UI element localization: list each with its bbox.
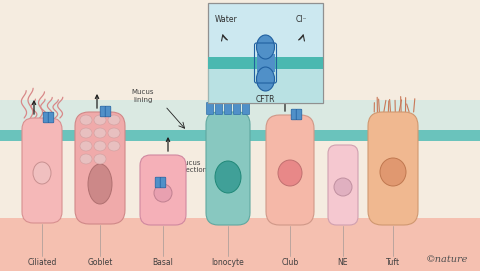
FancyBboxPatch shape: [296, 109, 302, 120]
FancyBboxPatch shape: [266, 115, 314, 225]
FancyBboxPatch shape: [216, 102, 223, 115]
Text: ©nature: ©nature: [426, 255, 468, 264]
FancyBboxPatch shape: [22, 118, 62, 223]
Text: CFTR: CFTR: [256, 95, 275, 104]
Ellipse shape: [108, 128, 120, 138]
Ellipse shape: [108, 115, 120, 125]
Text: Ciliated: Ciliated: [27, 258, 57, 267]
FancyBboxPatch shape: [155, 177, 161, 188]
Text: Cl⁻: Cl⁻: [295, 15, 307, 24]
FancyBboxPatch shape: [160, 177, 166, 188]
Bar: [208, 69, 323, 103]
FancyBboxPatch shape: [233, 102, 240, 115]
FancyBboxPatch shape: [140, 155, 186, 225]
Ellipse shape: [334, 178, 352, 196]
Ellipse shape: [80, 128, 92, 138]
Ellipse shape: [80, 154, 92, 164]
FancyBboxPatch shape: [105, 106, 111, 117]
Ellipse shape: [278, 160, 302, 186]
Text: Ionocyte: Ionocyte: [212, 258, 244, 267]
FancyBboxPatch shape: [100, 106, 106, 117]
FancyBboxPatch shape: [328, 145, 358, 225]
FancyBboxPatch shape: [291, 109, 297, 120]
Ellipse shape: [33, 162, 51, 184]
Text: NE: NE: [338, 258, 348, 267]
FancyBboxPatch shape: [206, 112, 250, 225]
Ellipse shape: [256, 35, 275, 59]
Ellipse shape: [94, 141, 106, 151]
Ellipse shape: [154, 184, 172, 202]
Bar: [208, 57, 323, 69]
Ellipse shape: [380, 158, 406, 186]
Text: Basal: Basal: [153, 258, 173, 267]
Ellipse shape: [80, 141, 92, 151]
Bar: [256, 54, 275, 72]
FancyBboxPatch shape: [48, 112, 54, 123]
Bar: [0, 218, 480, 271]
Ellipse shape: [256, 67, 275, 91]
Ellipse shape: [215, 161, 241, 193]
Text: Water: Water: [215, 15, 238, 24]
FancyBboxPatch shape: [368, 112, 418, 225]
Text: Tuft: Tuft: [386, 258, 400, 267]
FancyBboxPatch shape: [43, 112, 49, 123]
Ellipse shape: [88, 164, 112, 204]
FancyBboxPatch shape: [206, 102, 214, 115]
FancyBboxPatch shape: [242, 102, 250, 115]
Ellipse shape: [94, 154, 106, 164]
Ellipse shape: [108, 141, 120, 151]
FancyBboxPatch shape: [75, 112, 125, 224]
Text: Club: Club: [281, 258, 299, 267]
FancyBboxPatch shape: [225, 102, 231, 115]
Text: Mucus
lining: Mucus lining: [132, 89, 154, 103]
Ellipse shape: [94, 115, 106, 125]
Bar: [0, 130, 480, 141]
Ellipse shape: [94, 128, 106, 138]
Text: Mucus
secrection: Mucus secrection: [172, 160, 208, 173]
FancyBboxPatch shape: [208, 3, 323, 103]
Ellipse shape: [80, 115, 92, 125]
Bar: [0, 100, 480, 130]
Text: Goblet: Goblet: [87, 258, 113, 267]
